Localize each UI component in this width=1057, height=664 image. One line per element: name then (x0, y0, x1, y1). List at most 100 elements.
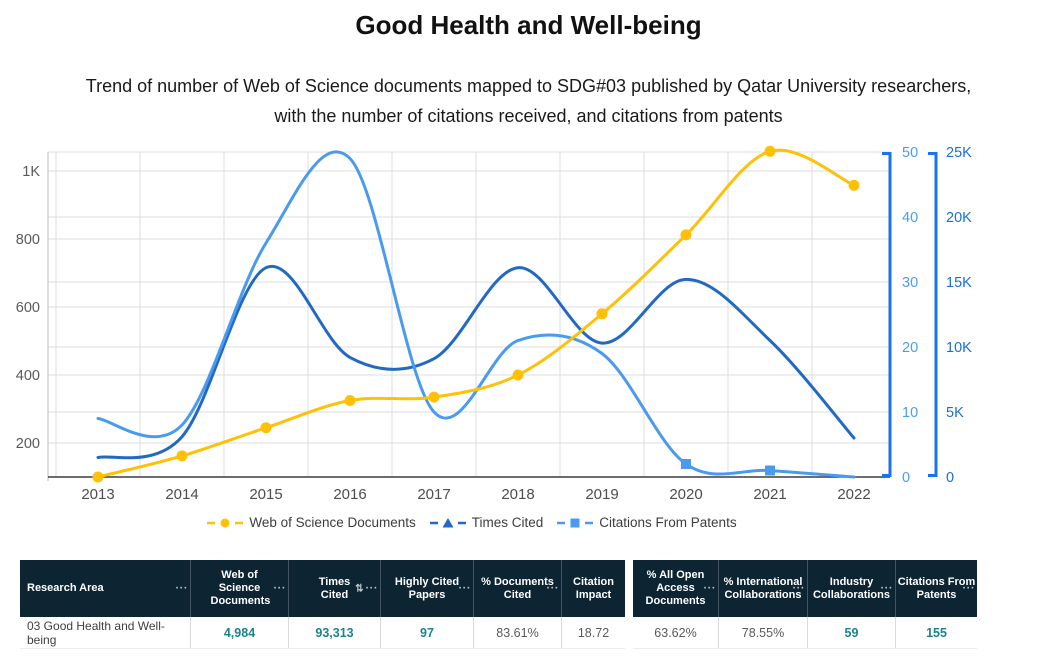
table-row: 03 Good Health and Well-being 4,984 93,3… (20, 617, 625, 649)
metrics-table-left: Research Area ··· Web of Science Documen… (20, 560, 625, 649)
right-axis-2-labels: 25K 20K 15K 10K 5K 0 (946, 145, 972, 486)
table-header-row: Research Area ··· Web of Science Documen… (20, 560, 625, 617)
svg-text:0: 0 (946, 470, 954, 486)
cell-industry-collaborations[interactable]: 59 (807, 617, 895, 648)
col-header-highly-cited-papers[interactable]: Highly Cited Papers ··· (380, 560, 473, 617)
y-axis-left-labels: 1K 800 600 400 200 (16, 164, 41, 452)
svg-text:0: 0 (902, 470, 910, 486)
col-header-pct-documents-cited[interactable]: % Documents Cited ··· (473, 560, 561, 617)
series-web-of-science-documents (92, 145, 860, 483)
chart-subtitle-line1: Trend of number of Web of Science docume… (85, 76, 972, 96)
data-point-marker[interactable] (176, 450, 188, 462)
x-axis-labels: 2013 2014 2015 2016 2017 2018 2019 2020 2021 2022 (81, 486, 870, 503)
column-menu-icon[interactable]: ··· (365, 582, 378, 594)
legend-item-citations-from-patents[interactable]: Citations From Patents (557, 515, 737, 530)
series-citations-from-patents (96, 150, 856, 479)
chart-legend: Web of Science Documents Times Cited Cit… (48, 515, 896, 530)
column-menu-icon[interactable]: ··· (458, 582, 471, 594)
svg-text:2019: 2019 (585, 486, 618, 503)
data-point-marker[interactable] (681, 459, 691, 469)
svg-text:2016: 2016 (333, 486, 366, 503)
right-axis-times-cited (928, 152, 938, 477)
column-menu-icon[interactable]: ··· (962, 582, 975, 594)
svg-text:25K: 25K (946, 145, 972, 161)
column-menu-icon[interactable]: ··· (880, 582, 893, 594)
cell-pct-international-collaborations: 78.55% (718, 617, 807, 648)
col-header-pct-international-collaborations[interactable]: % International Collaborations ··· (718, 560, 807, 617)
col-header-citations-from-patents[interactable]: Citations From Patents ··· (895, 560, 977, 617)
legend-item-times-cited[interactable]: Times Cited (429, 515, 544, 530)
data-point-marker[interactable] (512, 369, 524, 381)
data-point-marker[interactable] (680, 229, 692, 241)
svg-text:20: 20 (902, 340, 918, 356)
legend-marker-triangle-icon (429, 517, 466, 527)
svg-text:2014: 2014 (165, 486, 198, 503)
col-header-pct-all-open-access-documents[interactable]: % All Open Access Documents ··· (645, 569, 716, 607)
table-row: 63.62% 78.55% 59 155 (633, 617, 977, 649)
data-point-marker[interactable] (596, 308, 608, 320)
svg-text:1K: 1K (22, 164, 40, 180)
data-point-marker[interactable] (92, 471, 104, 483)
svg-text:800: 800 (16, 232, 40, 248)
svg-text:10K: 10K (946, 340, 972, 356)
page-title: Good Health and Well-being (355, 10, 702, 40)
legend-label: Citations From Patents (599, 515, 737, 530)
right-axis-1-labels: 50 40 30 20 10 0 (902, 145, 918, 486)
data-point-marker[interactable] (764, 145, 776, 157)
svg-text:2021: 2021 (753, 486, 786, 503)
data-point-marker[interactable] (848, 179, 860, 191)
svg-text:40: 40 (902, 210, 918, 226)
cell-citation-impact: 18.72 (561, 617, 625, 648)
cell-research-area: 03 Good Health and Well-being (27, 618, 165, 647)
svg-text:2015: 2015 (249, 486, 282, 503)
cell-citations-from-patents[interactable]: 155 (895, 617, 977, 648)
data-point-marker[interactable] (765, 465, 775, 476)
svg-text:15K: 15K (946, 275, 972, 291)
legend-marker-circle-icon (207, 518, 244, 527)
metrics-table-right: % All Open Access Documents ··· % Intern… (633, 560, 977, 649)
legend-item-web-of-science-documents[interactable]: Web of Science Documents (207, 515, 416, 530)
svg-text:400: 400 (16, 368, 40, 384)
table-header-row: % All Open Access Documents ··· % Intern… (633, 560, 977, 617)
svg-text:2013: 2013 (81, 486, 114, 503)
legend-label: Web of Science Documents (249, 515, 416, 530)
data-point-marker[interactable] (260, 422, 272, 434)
cell-web-of-science-documents[interactable]: 4,984 (190, 617, 288, 648)
svg-text:5K: 5K (946, 405, 964, 421)
col-header-industry-collaborations[interactable]: Industry Collaborations ··· (807, 560, 895, 617)
cell-pct-all-open-access-documents: 63.62% (654, 625, 697, 640)
svg-text:2018: 2018 (501, 486, 534, 503)
svg-text:50: 50 (902, 145, 918, 161)
col-header-research-area[interactable]: Research Area ··· (27, 582, 188, 594)
svg-text:20K: 20K (946, 210, 972, 226)
cell-pct-documents-cited: 83.61% (473, 617, 561, 648)
data-point-marker[interactable] (428, 391, 440, 403)
data-point-marker[interactable] (344, 395, 356, 406)
column-menu-icon[interactable]: ··· (175, 582, 188, 594)
trend-line-chart: 1K 800 600 400 200 50 40 30 20 10 0 25K 20K 15K 10K 5K 0… (16, 145, 972, 503)
svg-text:2017: 2017 (417, 486, 450, 503)
column-menu-icon[interactable]: ··· (703, 582, 716, 594)
svg-text:200: 200 (16, 436, 40, 452)
col-header-citation-impact[interactable]: Citation Impact (561, 560, 625, 617)
grid (48, 151, 890, 477)
cell-times-cited[interactable]: 93,313 (288, 617, 380, 648)
svg-text:2020: 2020 (669, 486, 702, 503)
col-header-web-of-science-documents[interactable]: Web of Science Documents ··· (190, 560, 288, 617)
svg-text:600: 600 (16, 300, 40, 316)
cell-highly-cited-papers[interactable]: 97 (380, 617, 473, 648)
sort-icon[interactable]: ⇅ (355, 583, 364, 594)
right-axis-citations-from-patents (882, 152, 892, 477)
svg-text:2022: 2022 (837, 486, 870, 503)
chart-subtitle: Trend of number of Web of Science docume… (0, 71, 1057, 131)
legend-marker-square-icon (557, 518, 594, 527)
svg-text:30: 30 (902, 275, 918, 291)
legend-label: Times Cited (471, 515, 544, 530)
column-menu-icon[interactable]: ··· (546, 582, 559, 594)
chart-subtitle-line2: with the number of citations received, a… (274, 106, 783, 126)
svg-text:10: 10 (902, 405, 918, 421)
series-times-cited (96, 264, 856, 460)
column-menu-icon[interactable]: ··· (273, 582, 286, 594)
col-header-times-cited[interactable]: Times Cited ⇅ ··· (288, 560, 380, 617)
column-menu-icon[interactable]: ··· (792, 582, 805, 594)
